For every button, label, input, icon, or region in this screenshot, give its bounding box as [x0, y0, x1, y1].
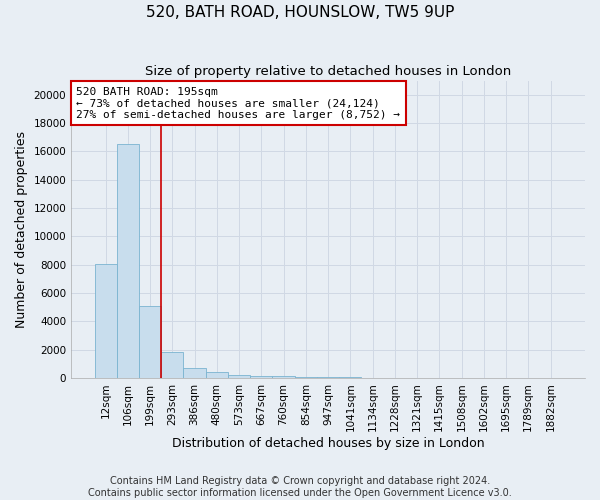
Text: Contains HM Land Registry data © Crown copyright and database right 2024.
Contai: Contains HM Land Registry data © Crown c… — [88, 476, 512, 498]
Bar — [95, 264, 117, 378]
X-axis label: Distribution of detached houses by size in London: Distribution of detached houses by size … — [172, 437, 484, 450]
Bar — [250, 376, 272, 378]
Bar — [139, 306, 161, 378]
Bar — [161, 352, 184, 378]
Text: 520 BATH ROAD: 195sqm
← 73% of detached houses are smaller (24,124)
27% of semi-: 520 BATH ROAD: 195sqm ← 73% of detached … — [76, 86, 400, 120]
Bar — [317, 377, 339, 378]
Bar — [206, 372, 228, 378]
Bar — [295, 376, 317, 378]
Bar — [228, 374, 250, 378]
Bar — [272, 376, 295, 378]
Bar — [184, 368, 206, 378]
Bar — [117, 144, 139, 378]
Title: Size of property relative to detached houses in London: Size of property relative to detached ho… — [145, 65, 511, 78]
Y-axis label: Number of detached properties: Number of detached properties — [15, 130, 28, 328]
Text: 520, BATH ROAD, HOUNSLOW, TW5 9UP: 520, BATH ROAD, HOUNSLOW, TW5 9UP — [146, 5, 454, 20]
